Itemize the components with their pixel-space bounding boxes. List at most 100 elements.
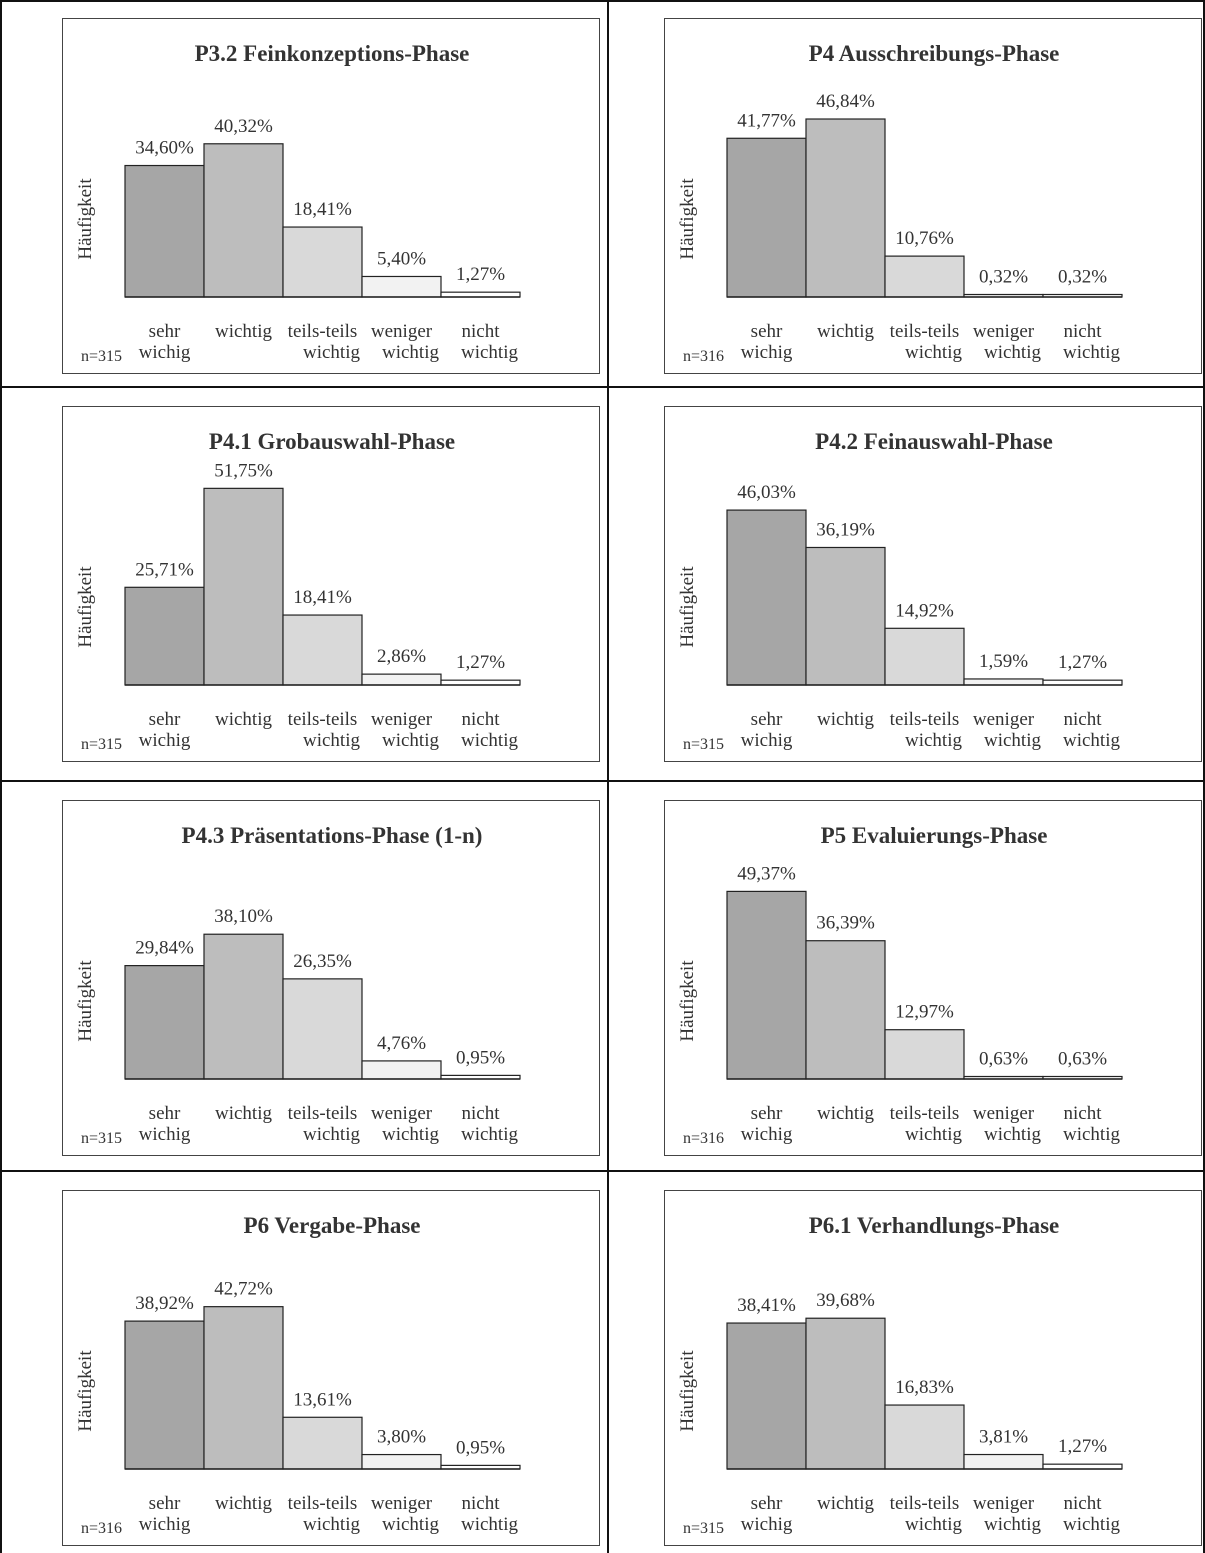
x-tick-label: teils-teils wichtig — [287, 321, 360, 363]
data-label: 40,32% — [214, 116, 273, 137]
bar — [124, 164, 205, 298]
data-label: 1,27% — [456, 652, 505, 673]
sample-size-label: n=315 — [81, 736, 123, 753]
chart-panel: P4.2 Feinauswahl-Phase Häufigkeit 46,03% 36… — [664, 406, 1202, 762]
sample-size-label: n=315 — [683, 1520, 725, 1537]
x-tick-label: teils-teils wichtig — [287, 1493, 360, 1535]
x-tick-label: nicht wichtig — [1063, 321, 1120, 363]
x-tick-label: nicht wichtig — [461, 321, 518, 363]
x-tick-label: weniger wichtig — [370, 709, 439, 751]
bar — [282, 978, 363, 1080]
data-label: 0,32% — [979, 267, 1028, 288]
x-tick-label: weniger wichtig — [972, 321, 1041, 363]
sample-size-label: n=315 — [81, 1130, 123, 1147]
data-label: 46,84% — [816, 91, 875, 112]
data-label: 42,72% — [214, 1279, 273, 1300]
data-label: 36,19% — [816, 519, 875, 540]
x-tick-label: nicht wichtig — [461, 1493, 518, 1535]
data-label: 0,95% — [456, 1437, 505, 1458]
sample-size-label: n=315 — [683, 736, 725, 753]
x-tick-label: wichtig — [817, 1493, 874, 1514]
x-tick-label: weniger wichtig — [370, 321, 439, 363]
chart-panel: P6.1 Verhandlungs-Phase Häufigkeit 38,41% 3… — [664, 1190, 1202, 1546]
table-divider — [0, 0, 2, 1553]
data-label: 1,27% — [1058, 652, 1107, 673]
data-label: 5,40% — [377, 248, 426, 269]
x-tick-label: nicht wichtig — [1063, 709, 1120, 751]
data-label: 10,76% — [895, 228, 954, 249]
data-label: 29,84% — [135, 938, 194, 959]
data-label: 36,39% — [816, 913, 875, 934]
data-label: 41,77% — [737, 110, 796, 131]
x-tick-label: weniger wichtig — [370, 1493, 439, 1535]
bar — [203, 143, 284, 298]
bar — [805, 940, 886, 1080]
data-label: 0,63% — [1058, 1049, 1107, 1070]
sample-size-label: n=316 — [81, 1520, 123, 1537]
bar — [726, 890, 807, 1080]
x-tick-label: weniger wichtig — [972, 1103, 1041, 1145]
sample-size-label: n=315 — [81, 348, 123, 365]
data-label: 38,92% — [135, 1293, 194, 1314]
x-tick-label: sehr wichig — [138, 1493, 191, 1535]
data-label: 25,71% — [135, 559, 194, 580]
x-tick-label: nicht wichtig — [1063, 1493, 1120, 1535]
x-tick-label: wichtig — [817, 709, 874, 730]
data-label: 3,81% — [979, 1427, 1028, 1448]
x-tick-label: teils-teils wichtig — [287, 1103, 360, 1145]
chart-title: P4.1 Grobauswahl-Phase — [208, 429, 456, 454]
table-divider — [607, 0, 609, 1553]
data-label: 34,60% — [135, 138, 194, 159]
chart-panel: P3.2 Feinkonzeptions-Phase Häufigkeit 34,6… — [62, 18, 600, 374]
data-label: 1,27% — [1058, 1436, 1107, 1457]
bar — [884, 255, 965, 298]
bar — [282, 614, 363, 686]
x-tick-label: teils-teils wichtig — [889, 321, 962, 363]
data-label: 3,80% — [377, 1427, 426, 1448]
bar — [726, 1322, 807, 1470]
data-label: 1,27% — [456, 264, 505, 285]
x-tick-label: teils-teils wichtig — [889, 1103, 962, 1145]
bar — [361, 1060, 442, 1080]
table-divider — [0, 780, 1205, 782]
chart-title: P3.2 Feinkonzeptions-Phase — [194, 41, 470, 66]
x-tick-label: sehr wichig — [740, 709, 793, 751]
bar — [805, 1317, 886, 1470]
chart-title: P4.2 Feinauswahl-Phase — [815, 429, 1053, 454]
x-tick-label: wichtig — [215, 709, 272, 730]
bar-chart: 34,60% 40,32% 18,41% 5,40% 1,27% — [124, 116, 521, 298]
bar — [726, 137, 807, 298]
x-tick-label: sehr wichig — [138, 321, 191, 363]
x-tick-label: wichtig — [215, 1493, 272, 1514]
bar — [884, 627, 965, 686]
data-label: 18,41% — [293, 199, 352, 220]
x-tick-label: teils-teils wichtig — [889, 709, 962, 751]
chart-panel: P6 Vergabe-Phase Häufigkeit 38,92% 42,72% 13… — [62, 1190, 600, 1546]
x-tick-label: teils-teils wichtig — [889, 1493, 962, 1535]
chart-title: P4.3 Präsentations-Phase (1-n) — [181, 823, 483, 848]
bar — [203, 487, 284, 686]
bar — [805, 118, 886, 298]
table-divider — [0, 386, 1205, 388]
x-tick-label: nicht wichtig — [461, 1103, 518, 1145]
data-label: 0,32% — [1058, 267, 1107, 288]
table-divider — [1203, 0, 1205, 1553]
bar-chart: 46,03% 36,19% 14,92% 1,59% 1,27% — [726, 482, 1123, 686]
x-tick-label: nicht wichtig — [461, 709, 518, 751]
data-label: 39,68% — [816, 1290, 875, 1311]
bar — [361, 1453, 442, 1470]
bar — [726, 509, 807, 686]
data-label: 49,37% — [737, 863, 796, 884]
data-label: 18,41% — [293, 587, 352, 608]
x-tick-label: nicht wichtig — [1063, 1103, 1120, 1145]
x-tick-label: sehr wichig — [740, 1103, 793, 1145]
bar-chart: 41,77% 46,84% 10,76% 0,32% 0,32% — [726, 91, 1123, 298]
x-tick-label: teils-teils wichtig — [287, 709, 360, 751]
x-tick-label: wichtig — [817, 1103, 874, 1124]
bar — [203, 933, 284, 1080]
chart-title: P4 Ausschreibungs-Phase — [808, 41, 1060, 66]
data-label: 38,41% — [737, 1295, 796, 1316]
bar — [282, 1416, 363, 1470]
data-label: 16,83% — [895, 1377, 954, 1398]
